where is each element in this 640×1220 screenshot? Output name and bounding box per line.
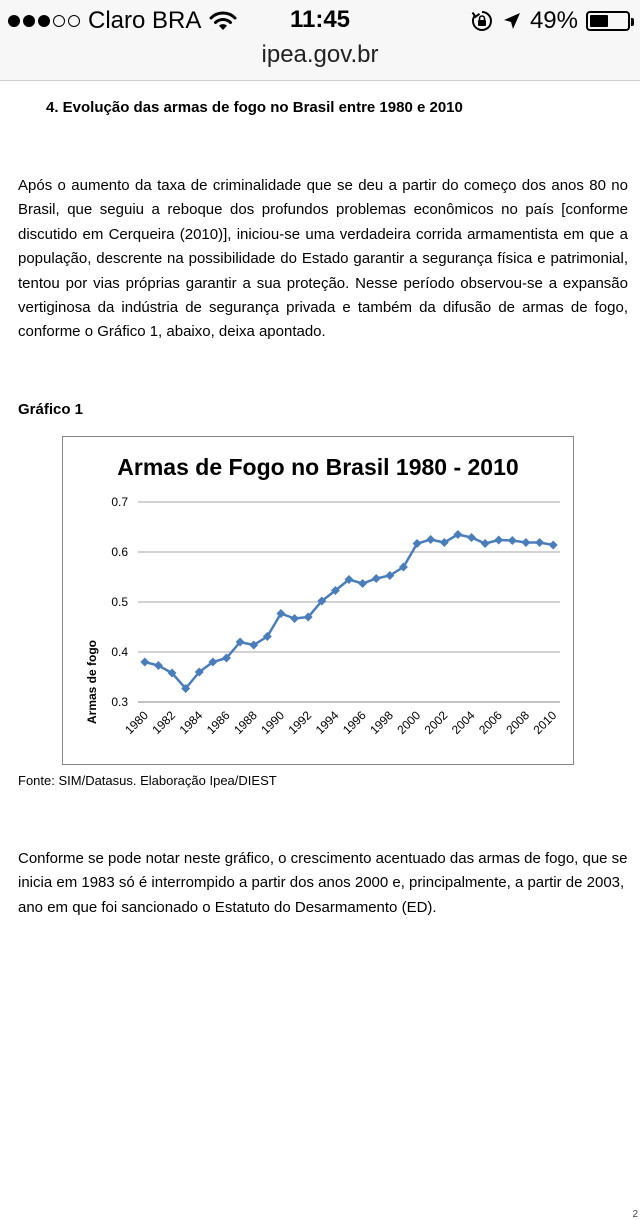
status-left: Claro BRA xyxy=(8,6,237,36)
x-tick-label: 1980 xyxy=(122,708,151,737)
data-point xyxy=(194,667,204,677)
data-point xyxy=(548,540,558,550)
x-tick-label: 1986 xyxy=(204,708,233,737)
data-point xyxy=(290,614,300,623)
chart-title: Armas de Fogo no Brasil 1980 - 2010 xyxy=(117,454,518,480)
figure-label: Gráfico 1 xyxy=(18,401,84,418)
wifi-icon xyxy=(209,11,237,30)
signal-dots-icon xyxy=(8,15,80,27)
data-point xyxy=(412,539,422,548)
x-tick-label: 1984 xyxy=(177,708,206,737)
data-point xyxy=(276,609,286,618)
y-tick-label: 0.5 xyxy=(111,595,128,609)
x-tick-label: 1982 xyxy=(149,708,178,737)
x-tick-label: 2006 xyxy=(476,708,505,737)
data-point xyxy=(140,657,150,667)
x-tick-label: 1996 xyxy=(340,708,369,737)
data-point xyxy=(208,657,218,667)
data-point xyxy=(385,571,395,580)
data-point xyxy=(521,538,531,547)
data-point xyxy=(167,668,177,678)
y-axis-label: Armas de fogo xyxy=(85,640,99,724)
x-tick-label: 1992 xyxy=(286,708,315,737)
data-point xyxy=(235,637,245,647)
url-text[interactable]: ipea.gov.br xyxy=(261,41,379,68)
status-bar: Claro BRA 11:45 49% xyxy=(0,0,640,40)
x-tick-label: 1994 xyxy=(313,708,342,737)
address-bar[interactable]: ipea.gov.br xyxy=(0,40,640,81)
line-chart: Armas de Fogo no Brasil 1980 - 2010 Arma… xyxy=(85,454,560,737)
y-tick-label: 0.3 xyxy=(111,695,128,709)
data-point xyxy=(262,632,272,641)
data-point xyxy=(453,530,463,539)
clock: 11:45 xyxy=(289,6,351,33)
x-tick-labels: 1980198219841986198819901992199419961998… xyxy=(122,708,559,737)
data-point xyxy=(330,586,340,595)
data-point xyxy=(439,538,449,547)
y-tick-labels: 0.3 0.4 0.5 0.6 0.7 xyxy=(111,495,128,709)
x-tick-label: 2010 xyxy=(531,708,560,737)
x-tick-label: 1998 xyxy=(367,708,396,737)
data-point xyxy=(317,596,327,606)
data-point xyxy=(398,562,408,572)
paragraph-analysis: Conforme se pode notar neste gráfico, o … xyxy=(18,850,628,916)
y-tick-label: 0.4 xyxy=(111,645,128,659)
status-right: 49% xyxy=(470,6,634,36)
battery-icon xyxy=(586,11,634,31)
x-tick-label: 2008 xyxy=(503,708,532,737)
x-tick-label: 1990 xyxy=(258,708,287,737)
y-tick-label: 0.6 xyxy=(111,545,128,559)
source-note: Fonte: SIM/Datasus. Elaboração Ipea/DIES… xyxy=(18,773,277,788)
x-tick-label: 2004 xyxy=(449,708,478,737)
section-heading: 4. Evolução das armas de fogo no Brasil … xyxy=(46,99,463,116)
page-number: 2 xyxy=(632,1209,638,1220)
data-point xyxy=(507,536,517,545)
data-point xyxy=(467,533,477,542)
battery-percent: 49% xyxy=(529,7,578,34)
data-point xyxy=(426,535,436,544)
data-point xyxy=(494,535,504,545)
series-line xyxy=(144,533,554,691)
location-arrow-icon xyxy=(503,13,520,29)
data-point xyxy=(358,579,368,588)
chart-container: Armas de Fogo no Brasil 1980 - 2010 Arma… xyxy=(62,436,574,765)
y-tick-label: 0.7 xyxy=(111,495,128,509)
data-point xyxy=(221,653,231,663)
paragraph-intro: Após o aumento da taxa de criminalidade … xyxy=(18,177,628,341)
data-point xyxy=(371,574,381,583)
data-point xyxy=(249,640,259,650)
x-tick-label: 2000 xyxy=(394,708,423,737)
rotation-lock-icon xyxy=(471,11,492,31)
data-point xyxy=(535,538,545,547)
x-tick-label: 1988 xyxy=(231,708,260,737)
data-point xyxy=(344,575,354,584)
x-tick-label: 2002 xyxy=(422,708,451,737)
data-point xyxy=(303,612,313,622)
gridlines xyxy=(138,501,560,703)
data-markers xyxy=(140,530,558,693)
data-point xyxy=(181,684,191,693)
data-point xyxy=(153,661,163,670)
carrier-name: Claro BRA xyxy=(88,7,202,34)
data-point xyxy=(480,539,490,548)
